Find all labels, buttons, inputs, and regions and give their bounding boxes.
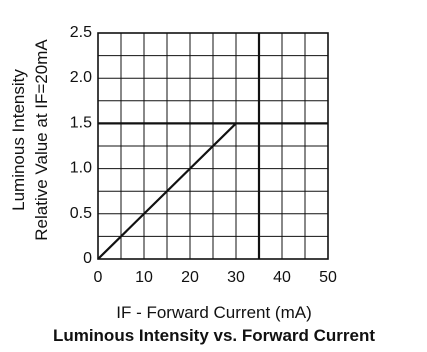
x-tick-labels: 0 10 20 30 40 50	[94, 269, 337, 286]
y-axis-label-line2: Relative Value at IF=20mA	[32, 39, 51, 241]
x-tick-label: 20	[181, 269, 199, 286]
series-line	[97, 122, 237, 260]
chart-title: Luminous Intensity vs. Forward Current	[53, 326, 375, 345]
x-tick-label: 0	[94, 269, 103, 286]
y-tick-label: 2.5	[70, 24, 92, 41]
x-tick-label: 30	[227, 269, 245, 286]
y-tick-label: 2.0	[70, 69, 92, 86]
y-tick-label: 0.5	[70, 205, 92, 222]
plot-frame	[97, 32, 329, 260]
x-axis-label: IF - Forward Current (mA)	[116, 303, 312, 322]
reference-lines	[98, 33, 328, 259]
y-tick-label: 1.0	[70, 160, 92, 177]
x-tick-label: 10	[135, 269, 153, 286]
y-axis-label-line1: Luminous Intensity	[9, 69, 28, 211]
y-tick-label: 1.5	[70, 114, 92, 131]
y-tick-labels: 0 0.5 1.0 1.5 2.0 2.5	[70, 24, 92, 267]
x-tick-label: 40	[273, 269, 291, 286]
x-tick-label: 50	[319, 269, 337, 286]
series-group	[97, 122, 237, 260]
y-tick-label: 0	[83, 250, 92, 267]
